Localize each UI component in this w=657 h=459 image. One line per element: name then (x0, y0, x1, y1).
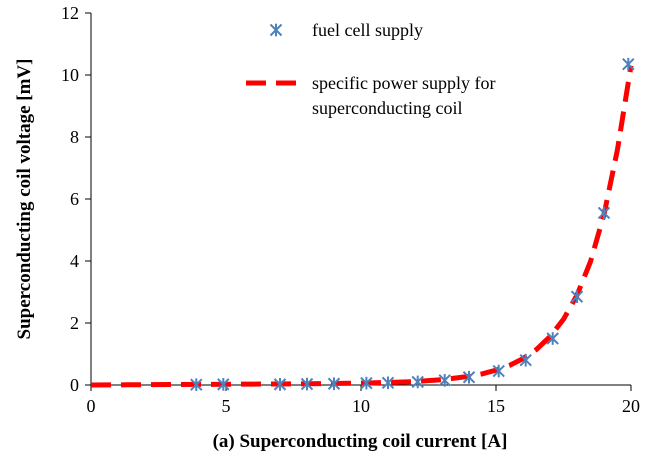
data-point-marker (519, 353, 532, 367)
data-point-marker (438, 374, 451, 387)
y-tick-label: 4 (70, 251, 79, 271)
legend-label-power-supply-line1: specific power supply for (312, 73, 495, 93)
data-point-marker (462, 370, 476, 384)
data-point-marker (492, 364, 505, 378)
data-point-marker (273, 378, 287, 391)
data-point-marker (381, 376, 395, 390)
data-point-marker (327, 377, 341, 391)
legend-asterisk-icon (269, 23, 283, 37)
x-axis-ticks: 0 5 10 15 20 (87, 385, 640, 416)
data-point-marker (570, 290, 584, 303)
y-tick-label: 6 (70, 189, 79, 209)
y-axis-ticks: 0 2 4 6 8 10 12 (61, 3, 91, 395)
x-tick-label: 5 (222, 396, 231, 416)
y-tick-label: 12 (61, 3, 79, 23)
data-point-marker (546, 332, 559, 345)
fuel-cell-markers (190, 57, 635, 392)
data-point-marker (411, 375, 424, 389)
legend-label-power-supply-line2: superconducting coil (312, 98, 462, 118)
data-point-marker (622, 57, 635, 71)
x-tick-label: 10 (352, 396, 370, 416)
data-point-marker (597, 206, 611, 220)
y-tick-label: 2 (70, 313, 79, 333)
legend-label-fuel-cell: fuel cell supply (312, 20, 423, 40)
plot-area: 0 2 4 6 8 10 12 0 5 10 15 20 (61, 3, 640, 416)
x-tick-label: 0 (87, 396, 96, 416)
x-tick-label: 20 (622, 396, 640, 416)
data-point-marker (217, 378, 230, 391)
x-axis-title: (a) Superconducting coil current [A] (213, 431, 508, 452)
y-axis-title: Superconducting coil voltage [mV] (14, 59, 35, 340)
y-tick-label: 8 (70, 127, 79, 147)
data-point-marker (190, 378, 203, 392)
data-point-marker (360, 376, 373, 390)
legend-marker-asterisk (269, 23, 283, 37)
legend: fuel cell supply specific power supply f… (246, 20, 495, 118)
y-tick-label: 10 (61, 65, 79, 85)
data-point-marker (300, 377, 314, 391)
y-tick-label: 0 (70, 375, 79, 395)
x-tick-label: 15 (487, 396, 505, 416)
